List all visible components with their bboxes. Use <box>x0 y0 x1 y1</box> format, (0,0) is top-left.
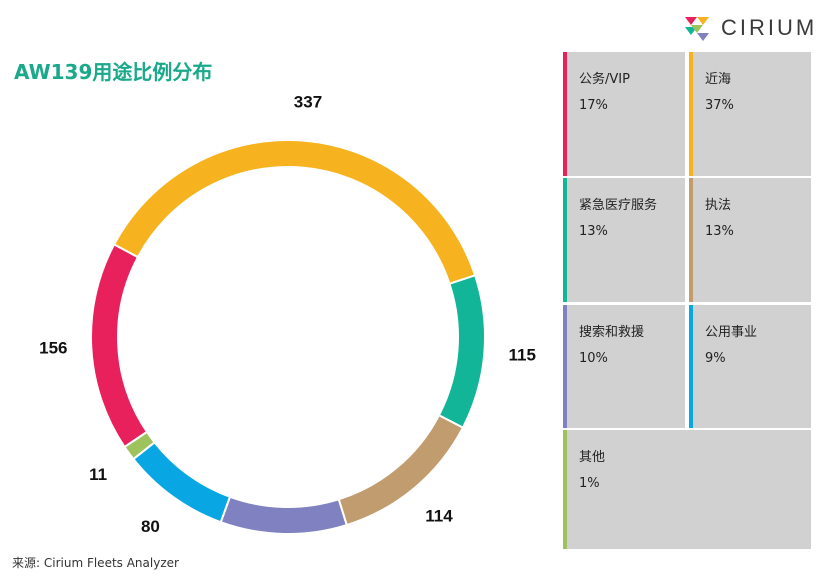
legend-percent: 17% <box>579 98 608 113</box>
donut-label-5: 80 <box>141 517 160 536</box>
legend-color-bar <box>563 178 567 302</box>
legend-percent: 9% <box>705 351 726 366</box>
donut-chart: 337115114948011156 <box>39 92 536 536</box>
legend-card: 紧急医疗服务 13% <box>563 178 685 302</box>
donut-label-2: 115 <box>509 345 536 364</box>
legend-card: 搜索和救援 10% <box>563 305 685 428</box>
legend-name: 执法 <box>705 198 732 213</box>
donut-slice-2 <box>437 274 486 430</box>
legend-color-bar <box>689 305 693 428</box>
legend-card: 执法 13% <box>689 178 811 302</box>
donut-slice-4 <box>219 495 348 535</box>
legend-percent: 37% <box>705 98 734 113</box>
legend-name: 紧急医疗服务 <box>579 198 658 213</box>
cirium-logo-text: CIRIUM <box>721 15 818 40</box>
legend-percent: 13% <box>705 224 734 239</box>
source-note: 来源: Cirium Fleets Analyzer <box>12 556 179 570</box>
legend-card: 公用事业 9% <box>689 305 811 428</box>
legend-percent: 1% <box>579 476 600 491</box>
donut-slice-5 <box>131 440 232 524</box>
cirium-logo-icon <box>685 17 709 41</box>
donut-label-3: 114 <box>425 507 453 526</box>
legend-name: 搜索和救援 <box>579 325 645 340</box>
legend-percent: 13% <box>579 224 608 239</box>
donut-label-1: 337 <box>294 92 322 111</box>
cirium-logo: CIRIUM <box>683 8 817 48</box>
legend-color-bar <box>563 430 567 549</box>
legend-percent: 10% <box>579 351 608 366</box>
legend-name: 公务/VIP <box>579 72 630 87</box>
donut-label-6: 11 <box>89 465 107 484</box>
legend-card: 公务/VIP 17% <box>563 52 685 176</box>
legend-color-bar <box>689 178 693 302</box>
legend-name: 公用事业 <box>705 325 758 340</box>
legend-color-bar <box>689 52 693 176</box>
legend-color-bar <box>563 305 567 428</box>
legend-color-bar <box>563 52 567 176</box>
donut-label-7: 156 <box>39 339 67 358</box>
donut-slice-1 <box>112 139 477 286</box>
legend-card: 其他 1% <box>563 430 811 549</box>
donut-slice-7 <box>90 243 149 449</box>
chart-title: AW139用途比例分布 <box>14 60 213 84</box>
legend-card: 近海 37% <box>689 52 811 176</box>
legend-name: 近海 <box>705 72 732 87</box>
legend-name: 其他 <box>579 450 606 465</box>
